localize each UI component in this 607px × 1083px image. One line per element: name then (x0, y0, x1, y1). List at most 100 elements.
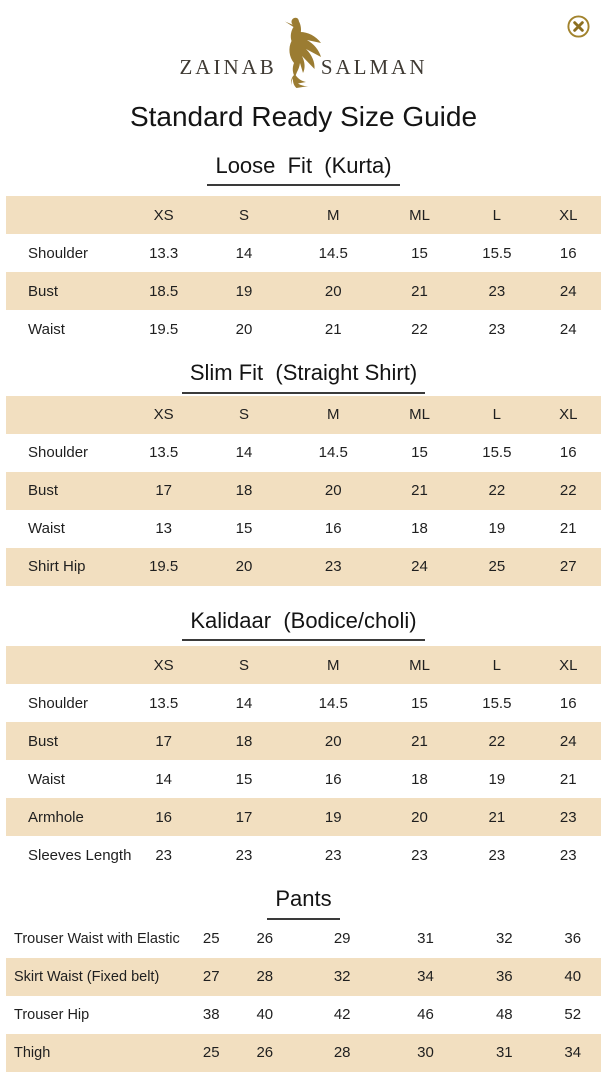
measurement-value: 21 (488, 808, 506, 826)
measurement-value: 17 (155, 482, 173, 500)
brand-name-left: ZAINAB (179, 55, 277, 79)
measurement-label: Armhole (28, 808, 84, 826)
measurement-label: Shoulder (28, 694, 89, 712)
measurement-value: 36 (564, 930, 582, 948)
size-column-header: XS (153, 406, 174, 424)
measurement-value: 31 (495, 1044, 513, 1062)
measurement-value: 23 (235, 846, 253, 864)
measurement-value: 18 (235, 482, 253, 500)
measurement-value: 23 (488, 282, 506, 300)
measurement-value: 13.5 (149, 694, 179, 712)
size-table-pants: Trouser Waist with Elastic 25 26 29 31 32 36 Sk… (6, 920, 601, 1072)
measurement-row: Bust 18.5 19 20 21 23 24 (6, 272, 601, 311)
measurement-value: 20 (324, 282, 342, 300)
section-title: Loose Fit (Kurta) (207, 153, 400, 187)
size-column-header: M (326, 656, 340, 674)
measurement-value: 20 (324, 732, 342, 750)
measurement-row: Shoulder 13.3 14 14.5 15 15.5 16 (6, 234, 601, 272)
measurement-value: 23 (411, 846, 428, 864)
measurement-value: 19 (235, 282, 253, 300)
measurement-value: 23 (324, 846, 342, 864)
measurement-value: 15 (235, 770, 253, 788)
measurement-value: 23 (488, 320, 506, 338)
measurement-value: 18 (411, 520, 428, 538)
size-sections: Loose Fit (Kurta) XS S M ML L XL Shoulder 13.3 14… (0, 153, 607, 1072)
size-header-spacer (6, 646, 125, 684)
measurement-row: Shirt Hip 19.5 20 23 24 25 27 (6, 547, 601, 586)
size-header-spacer (6, 396, 125, 434)
measurement-value: 32 (495, 930, 513, 948)
measurement-value: 20 (235, 320, 253, 338)
measurement-row: Trouser Hip 38 40 42 46 48 52 (6, 996, 601, 1034)
measurement-row: Thigh 25 26 28 30 31 34 (6, 1033, 601, 1072)
section-title: Kalidaar (Bodice/choli) (182, 608, 425, 642)
size-column-header: L (492, 656, 502, 674)
brand-logo: ZAINAB SALMAN (0, 0, 607, 88)
measurement-value: 22 (488, 732, 506, 750)
size-column-header: L (492, 406, 502, 424)
size-column-header: ML (409, 656, 430, 674)
measurement-value: 23 (559, 846, 577, 864)
measurement-value: 18.5 (149, 282, 179, 300)
measurement-row: Sleeves Length 23 23 23 23 23 23 (6, 836, 601, 874)
measurement-value: 16 (559, 244, 577, 262)
measurement-row: Trouser Waist with Elastic 25 26 29 31 32 36 (6, 920, 601, 958)
measurement-value: 23 (155, 846, 173, 864)
measurement-value: 26 (256, 1044, 274, 1062)
measurement-value: 25 (488, 558, 506, 576)
measurement-value: 22 (411, 320, 428, 338)
size-section-slim-fit: Slim Fit (Straight Shirt) XS S M ML L XL Should… (0, 360, 607, 586)
measurement-label: Shoulder (28, 244, 89, 262)
measurement-value: 25 (202, 930, 220, 948)
page-title: Standard Ready Size Guide (129, 101, 478, 132)
measurement-value: 34 (417, 968, 434, 986)
size-column-header: M (326, 406, 340, 424)
measurement-value: 15.5 (482, 694, 512, 712)
size-column-header: XL (559, 406, 578, 424)
size-section-loose-fit: Loose Fit (Kurta) XS S M ML L XL Shoulder 13.3 14… (0, 153, 607, 348)
measurement-value: 18 (411, 770, 428, 788)
close-button[interactable] (566, 14, 591, 39)
measurement-value: 21 (411, 732, 428, 750)
measurement-value: 15 (235, 520, 253, 538)
measurement-row: Bust 17 18 20 21 22 22 (6, 471, 601, 510)
measurement-value: 32 (333, 968, 351, 986)
close-icon (567, 15, 590, 38)
size-header-spacer (6, 196, 125, 234)
measurement-value: 19 (488, 770, 506, 788)
size-header-row: XS S M ML L XL (6, 646, 601, 685)
measurement-value: 22 (488, 482, 506, 500)
measurement-label: Trouser Hip (14, 1006, 90, 1023)
measurement-value: 30 (417, 1044, 434, 1062)
size-table-kalidaar: XS S M ML L XL Shoulder 13.5 14 14.5 15 15.5 16 Bust 1… (6, 646, 601, 874)
section-heading-loose-fit: Loose Fit (Kurta) (0, 153, 607, 187)
measurement-value: 16 (559, 694, 577, 712)
measurement-value: 14 (235, 694, 253, 712)
measurement-value: 31 (417, 930, 434, 948)
measurement-row: Waist 19.5 20 21 22 23 24 (6, 310, 601, 348)
size-column-header: XS (153, 206, 174, 224)
measurement-value: 23 (324, 558, 342, 576)
measurement-value: 18 (235, 732, 253, 750)
measurement-value: 19.5 (149, 558, 179, 576)
measurement-value: 20 (411, 808, 428, 826)
measurement-value: 14.5 (318, 694, 348, 712)
size-column-header: ML (409, 406, 430, 424)
measurement-label: Waist (28, 770, 65, 788)
size-column-header: S (238, 656, 249, 674)
measurement-value: 15 (411, 444, 428, 462)
size-column-header: XS (153, 656, 174, 674)
measurement-value: 13.5 (149, 444, 179, 462)
brand-name-right: SALMAN (320, 55, 428, 79)
measurement-label: Skirt Waist (Fixed belt) (14, 968, 160, 985)
size-column-header: L (492, 206, 502, 224)
measurement-value: 40 (256, 1006, 274, 1024)
measurement-label: Bust (28, 732, 59, 750)
section-heading-slim-fit: Slim Fit (Straight Shirt) (0, 360, 607, 394)
measurement-value: 16 (324, 770, 342, 788)
measurement-value: 23 (559, 808, 577, 826)
measurement-value: 34 (564, 1044, 582, 1062)
measurement-value: 27 (559, 558, 577, 576)
measurement-value: 17 (155, 732, 173, 750)
measurement-value: 14.5 (318, 444, 348, 462)
